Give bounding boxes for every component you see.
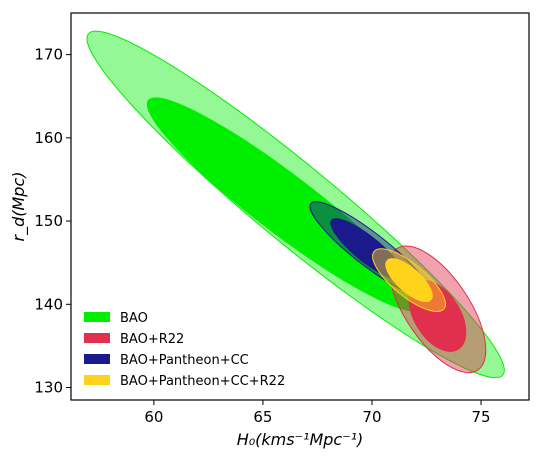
legend: BAO BAO+R22 BAO+Pantheon+CC BAO+Pantheon+CC… [84,311,285,389]
y-axis-label: r_d(Mpc) [9,172,29,242]
x-tick-label: 60 [144,408,163,426]
x-tick-label: 65 [253,408,272,426]
legend-item: BAO [84,311,148,326]
y-tick-label: 140 [34,295,63,313]
y-tick-label: 150 [34,212,63,230]
x-axis-label: H₀(kms⁻¹Mpc⁻¹) [237,430,364,449]
contour-1sigma [146,97,423,312]
x-tick-label: 70 [362,408,381,426]
plot-frame [70,12,530,401]
y-tick-label: 170 [34,46,63,64]
series-bao-pantheon-cc-r22 [372,248,446,312]
legend-item: BAO+Pantheon+CC [84,353,249,368]
legend-label: BAO+Pantheon+CC [120,353,249,368]
y-tick-label: 160 [34,129,63,147]
legend-item: BAO+R22 [84,332,184,347]
x-tick-label: 75 [471,408,490,426]
y-tick-label: 130 [34,379,63,397]
legend-swatch [84,312,110,322]
contour-1sigma [385,258,433,303]
legend-label: BAO+R22 [120,332,184,347]
legend-swatch [84,354,110,364]
y-axis: 130 140 150 160 170 [34,46,71,397]
legend-label: BAO [120,311,148,326]
legend-swatch [84,375,110,385]
legend-label: BAO+Pantheon+CC+R22 [120,374,285,389]
x-axis: 60 65 70 75 [144,400,491,426]
legend-item: BAO+Pantheon+CC+R22 [84,374,285,389]
legend-swatch [84,333,110,343]
contours-layer [86,30,505,379]
